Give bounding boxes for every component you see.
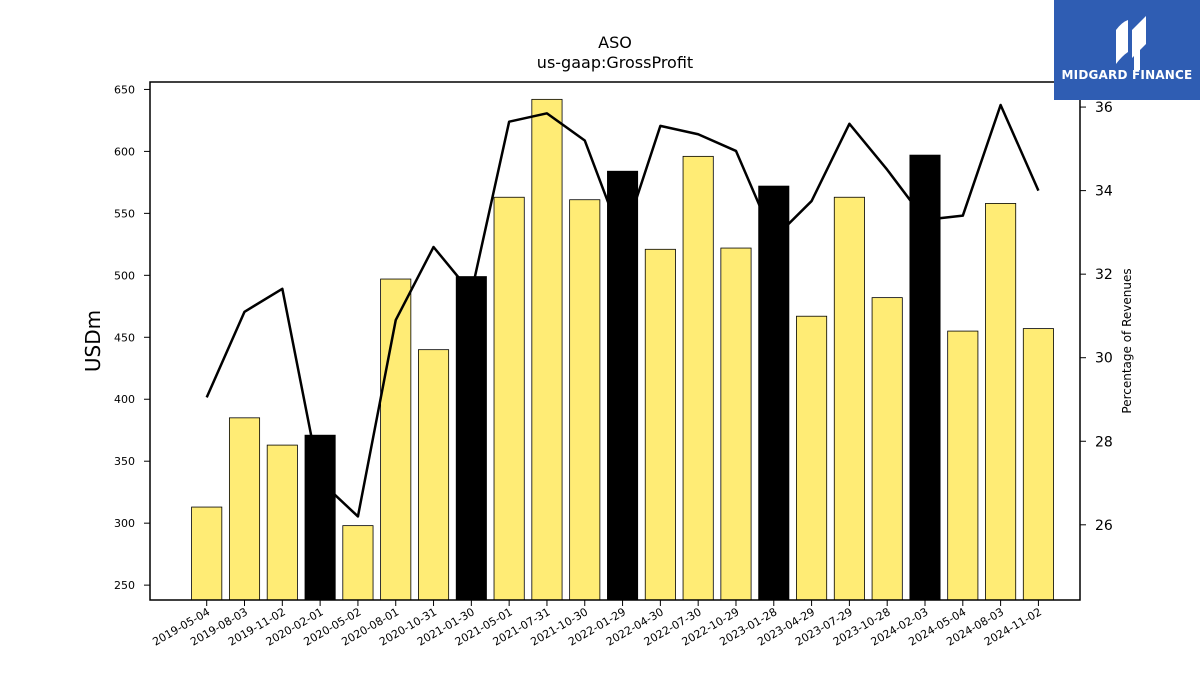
brand-logo: MIDGARD FINANCE (1054, 0, 1200, 100)
y-right-tick-label: 32 (1095, 267, 1113, 283)
y-tick-label: 250 (114, 579, 135, 592)
bar (569, 199, 601, 601)
bar (342, 525, 374, 601)
y-tick-label: 500 (114, 269, 135, 282)
chart-subtitle: us-gaap:GrossProfit (537, 53, 693, 72)
bar (418, 349, 450, 601)
y-right-tick-label: 28 (1095, 434, 1113, 450)
y-tick-label: 350 (114, 455, 135, 468)
y-right-tick-label: 26 (1095, 518, 1113, 534)
bar (947, 330, 979, 601)
bar (720, 247, 752, 601)
y-right-tick-label: 30 (1095, 351, 1113, 367)
y-axis-right-label: Percentage of Revenues (1120, 268, 1134, 413)
y-tick-label: 400 (114, 393, 135, 406)
y-tick-label: 550 (114, 207, 135, 220)
bar (607, 170, 639, 601)
bar (985, 203, 1017, 601)
chart-title: ASO (598, 33, 632, 52)
bar (531, 98, 563, 601)
bar (758, 185, 790, 601)
y-right-tick-label: 36 (1095, 100, 1113, 116)
bar (833, 196, 865, 601)
bar (871, 297, 903, 601)
y-axis-label: USDm (81, 310, 105, 372)
bar (380, 278, 412, 601)
bar (493, 196, 525, 601)
bar (682, 155, 714, 601)
percentage-line (205, 103, 1040, 518)
y-tick-label: 650 (114, 83, 135, 96)
y-tick-label: 600 (114, 145, 135, 158)
midgard-logo-icon (1116, 16, 1146, 70)
bar (796, 315, 828, 601)
bar (644, 248, 676, 601)
y-right-tick-label: 34 (1095, 184, 1113, 200)
plot-frame (149, 81, 1081, 601)
bar (191, 506, 223, 601)
bar (266, 444, 298, 601)
brand-name: MIDGARD FINANCE (1061, 68, 1193, 82)
bar (909, 154, 941, 601)
bar (455, 276, 487, 601)
y-tick-label: 300 (114, 517, 135, 530)
y-tick-label: 450 (114, 331, 135, 344)
bar (1022, 328, 1054, 601)
bar (228, 417, 261, 601)
bar (304, 434, 336, 601)
